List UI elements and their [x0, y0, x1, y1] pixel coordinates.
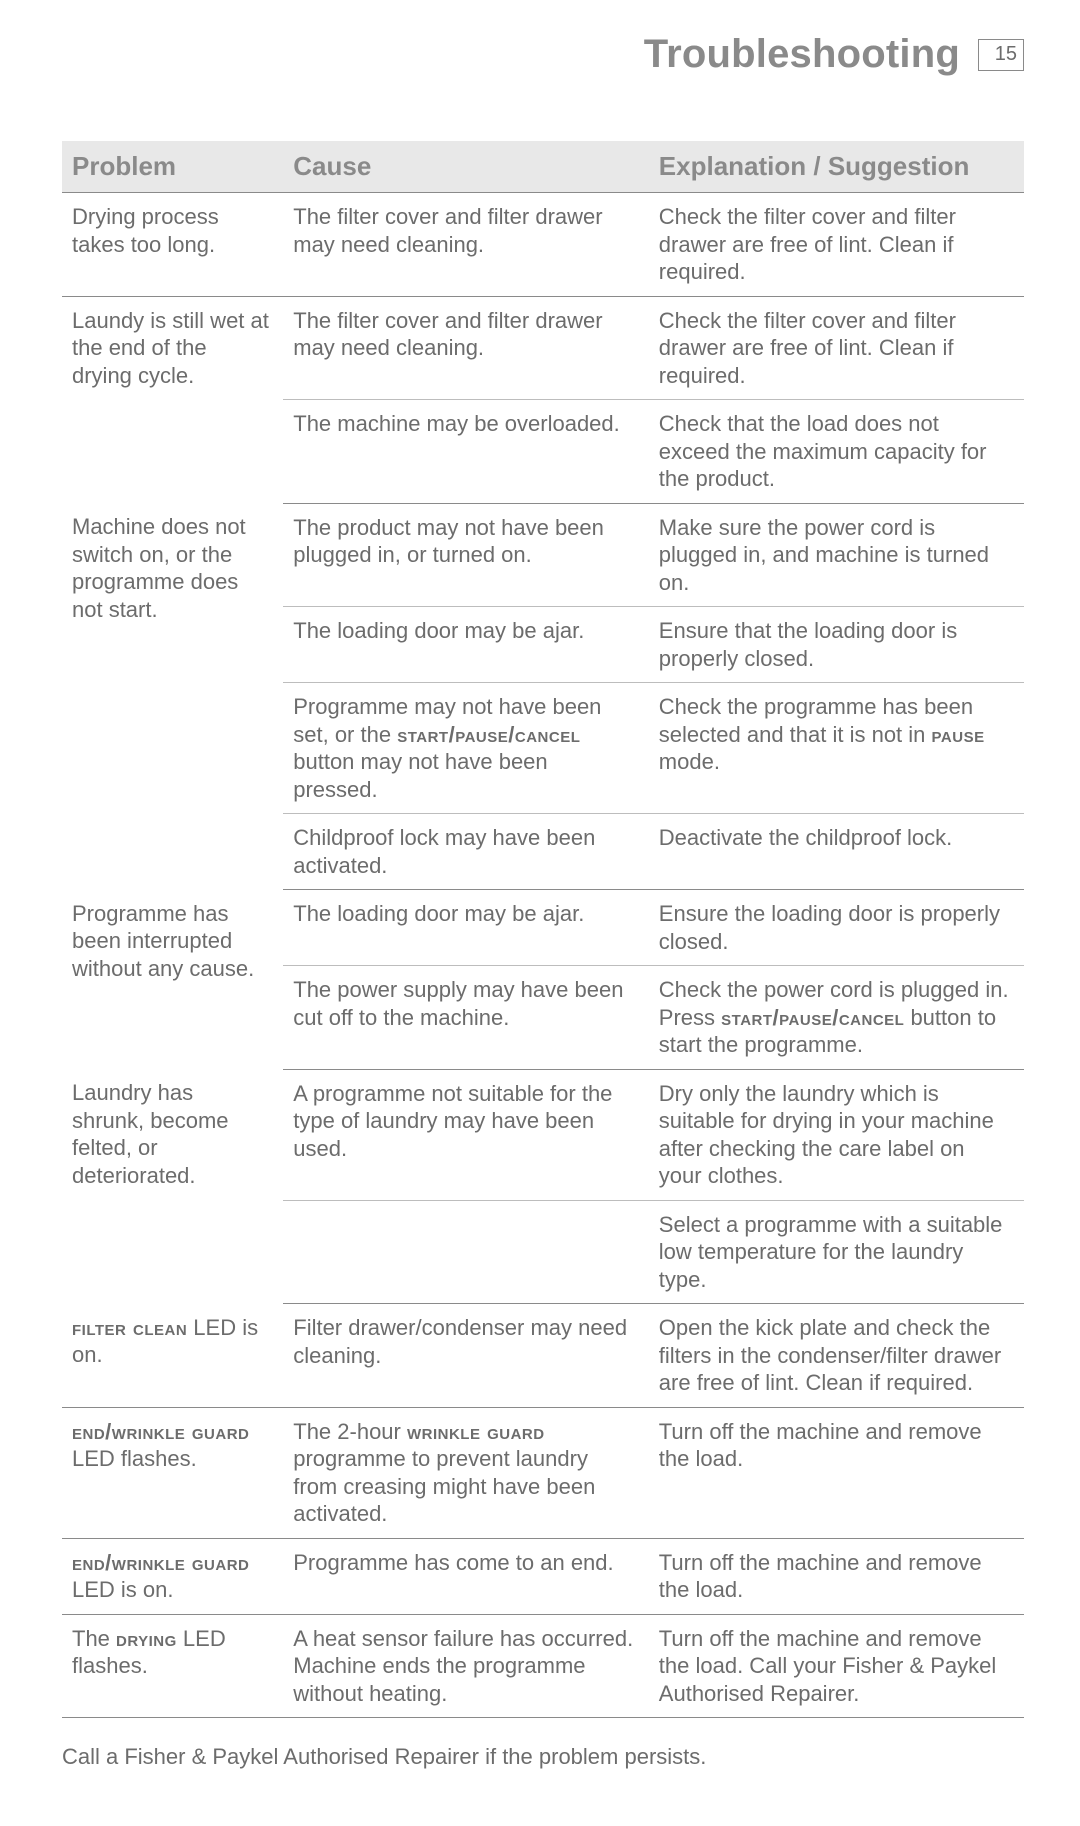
- footer-note: Call a Fisher & Paykel Authorised Repair…: [62, 1744, 1024, 1770]
- cell-explanation: Check the filter cover and filter drawer…: [649, 193, 1024, 297]
- cell-explanation: Check that the load does not exceed the …: [649, 400, 1024, 504]
- table-row: Laundry has shrunk, become felted, or de…: [62, 1069, 1024, 1200]
- col-explanation: Explanation / Suggestion: [649, 141, 1024, 193]
- table-row: Programme has been interrupted without a…: [62, 890, 1024, 966]
- cell-explanation: Check the filter cover and filter drawer…: [649, 296, 1024, 400]
- cell-cause: Filter drawer/condenser may need cleanin…: [283, 1304, 649, 1408]
- page-number: 15: [995, 43, 1017, 66]
- cell-problem: Laundry has shrunk, become felted, or de…: [62, 1069, 283, 1304]
- cell-problem: Programme has been interrupted without a…: [62, 890, 283, 1070]
- cell-cause: The loading door may be ajar.: [283, 890, 649, 966]
- cell-explanation: Dry only the laundry which is suitable f…: [649, 1069, 1024, 1200]
- table-row: end/wrinkle guard LED flashes.The 2-hour…: [62, 1407, 1024, 1538]
- cell-problem: Drying process takes too long.: [62, 193, 283, 297]
- col-cause: Cause: [283, 141, 649, 193]
- cell-explanation: Deactivate the childproof lock.: [649, 814, 1024, 890]
- cell-problem: The drying LED flashes.: [62, 1614, 283, 1718]
- table-body: Drying process takes too long.The filter…: [62, 193, 1024, 1718]
- page: Troubleshooting 15 Problem Cause Explana…: [0, 0, 1080, 1826]
- cell-explanation: Ensure the loading door is properly clos…: [649, 890, 1024, 966]
- cell-explanation: Select a programme with a suitable low t…: [649, 1200, 1024, 1304]
- cell-explanation: Turn off the machine and remove the load…: [649, 1614, 1024, 1718]
- cell-problem: end/wrinkle guard LED is on.: [62, 1538, 283, 1614]
- cell-cause: The loading door may be ajar.: [283, 607, 649, 683]
- page-header: Troubleshooting 15: [62, 32, 1024, 77]
- cell-explanation: Open the kick plate and check the filter…: [649, 1304, 1024, 1408]
- cell-cause: A heat sensor failure has occurred. Mach…: [283, 1614, 649, 1718]
- cell-cause: Childproof lock may have been activated.: [283, 814, 649, 890]
- page-title: Troubleshooting: [644, 32, 960, 77]
- table-row: filter clean LED is on.Filter drawer/con…: [62, 1304, 1024, 1408]
- cell-cause: A programme not suitable for the type of…: [283, 1069, 649, 1200]
- cell-cause: Programme may not have been set, or the …: [283, 683, 649, 814]
- cell-cause: The product may not have been plugged in…: [283, 503, 649, 607]
- cell-cause: Programme has come to an end.: [283, 1538, 649, 1614]
- troubleshooting-table: Problem Cause Explanation / Suggestion D…: [62, 141, 1024, 1718]
- cell-problem: end/wrinkle guard LED flashes.: [62, 1407, 283, 1538]
- cell-cause: The filter cover and filter drawer may n…: [283, 193, 649, 297]
- cell-cause: The filter cover and filter drawer may n…: [283, 296, 649, 400]
- cell-cause: The machine may be overloaded.: [283, 400, 649, 504]
- cell-cause: [283, 1200, 649, 1304]
- col-problem: Problem: [62, 141, 283, 193]
- cell-explanation: Turn off the machine and remove the load…: [649, 1407, 1024, 1538]
- table-row: Machine does not switch on, or the progr…: [62, 503, 1024, 607]
- cell-cause: The 2-hour wrinkle guard programme to pr…: [283, 1407, 649, 1538]
- cell-explanation: Check the programme has been selected an…: [649, 683, 1024, 814]
- table-row: Drying process takes too long.The filter…: [62, 193, 1024, 297]
- cell-explanation: Make sure the power cord is plugged in, …: [649, 503, 1024, 607]
- table-header-row: Problem Cause Explanation / Suggestion: [62, 141, 1024, 193]
- table-row: end/wrinkle guard LED is on.Programme ha…: [62, 1538, 1024, 1614]
- table-row: Laundy is still wet at the end of the dr…: [62, 296, 1024, 400]
- table-row: The drying LED flashes.A heat sensor fai…: [62, 1614, 1024, 1718]
- cell-problem: Laundy is still wet at the end of the dr…: [62, 296, 283, 503]
- cell-explanation: Turn off the machine and remove the load…: [649, 1538, 1024, 1614]
- cell-cause: The power supply may have been cut off t…: [283, 966, 649, 1070]
- cell-explanation: Check the power cord is plugged in. Pres…: [649, 966, 1024, 1070]
- cell-problem: filter clean LED is on.: [62, 1304, 283, 1408]
- cell-explanation: Ensure that the loading door is properly…: [649, 607, 1024, 683]
- page-number-box: 15: [978, 39, 1024, 71]
- cell-problem: Machine does not switch on, or the progr…: [62, 503, 283, 890]
